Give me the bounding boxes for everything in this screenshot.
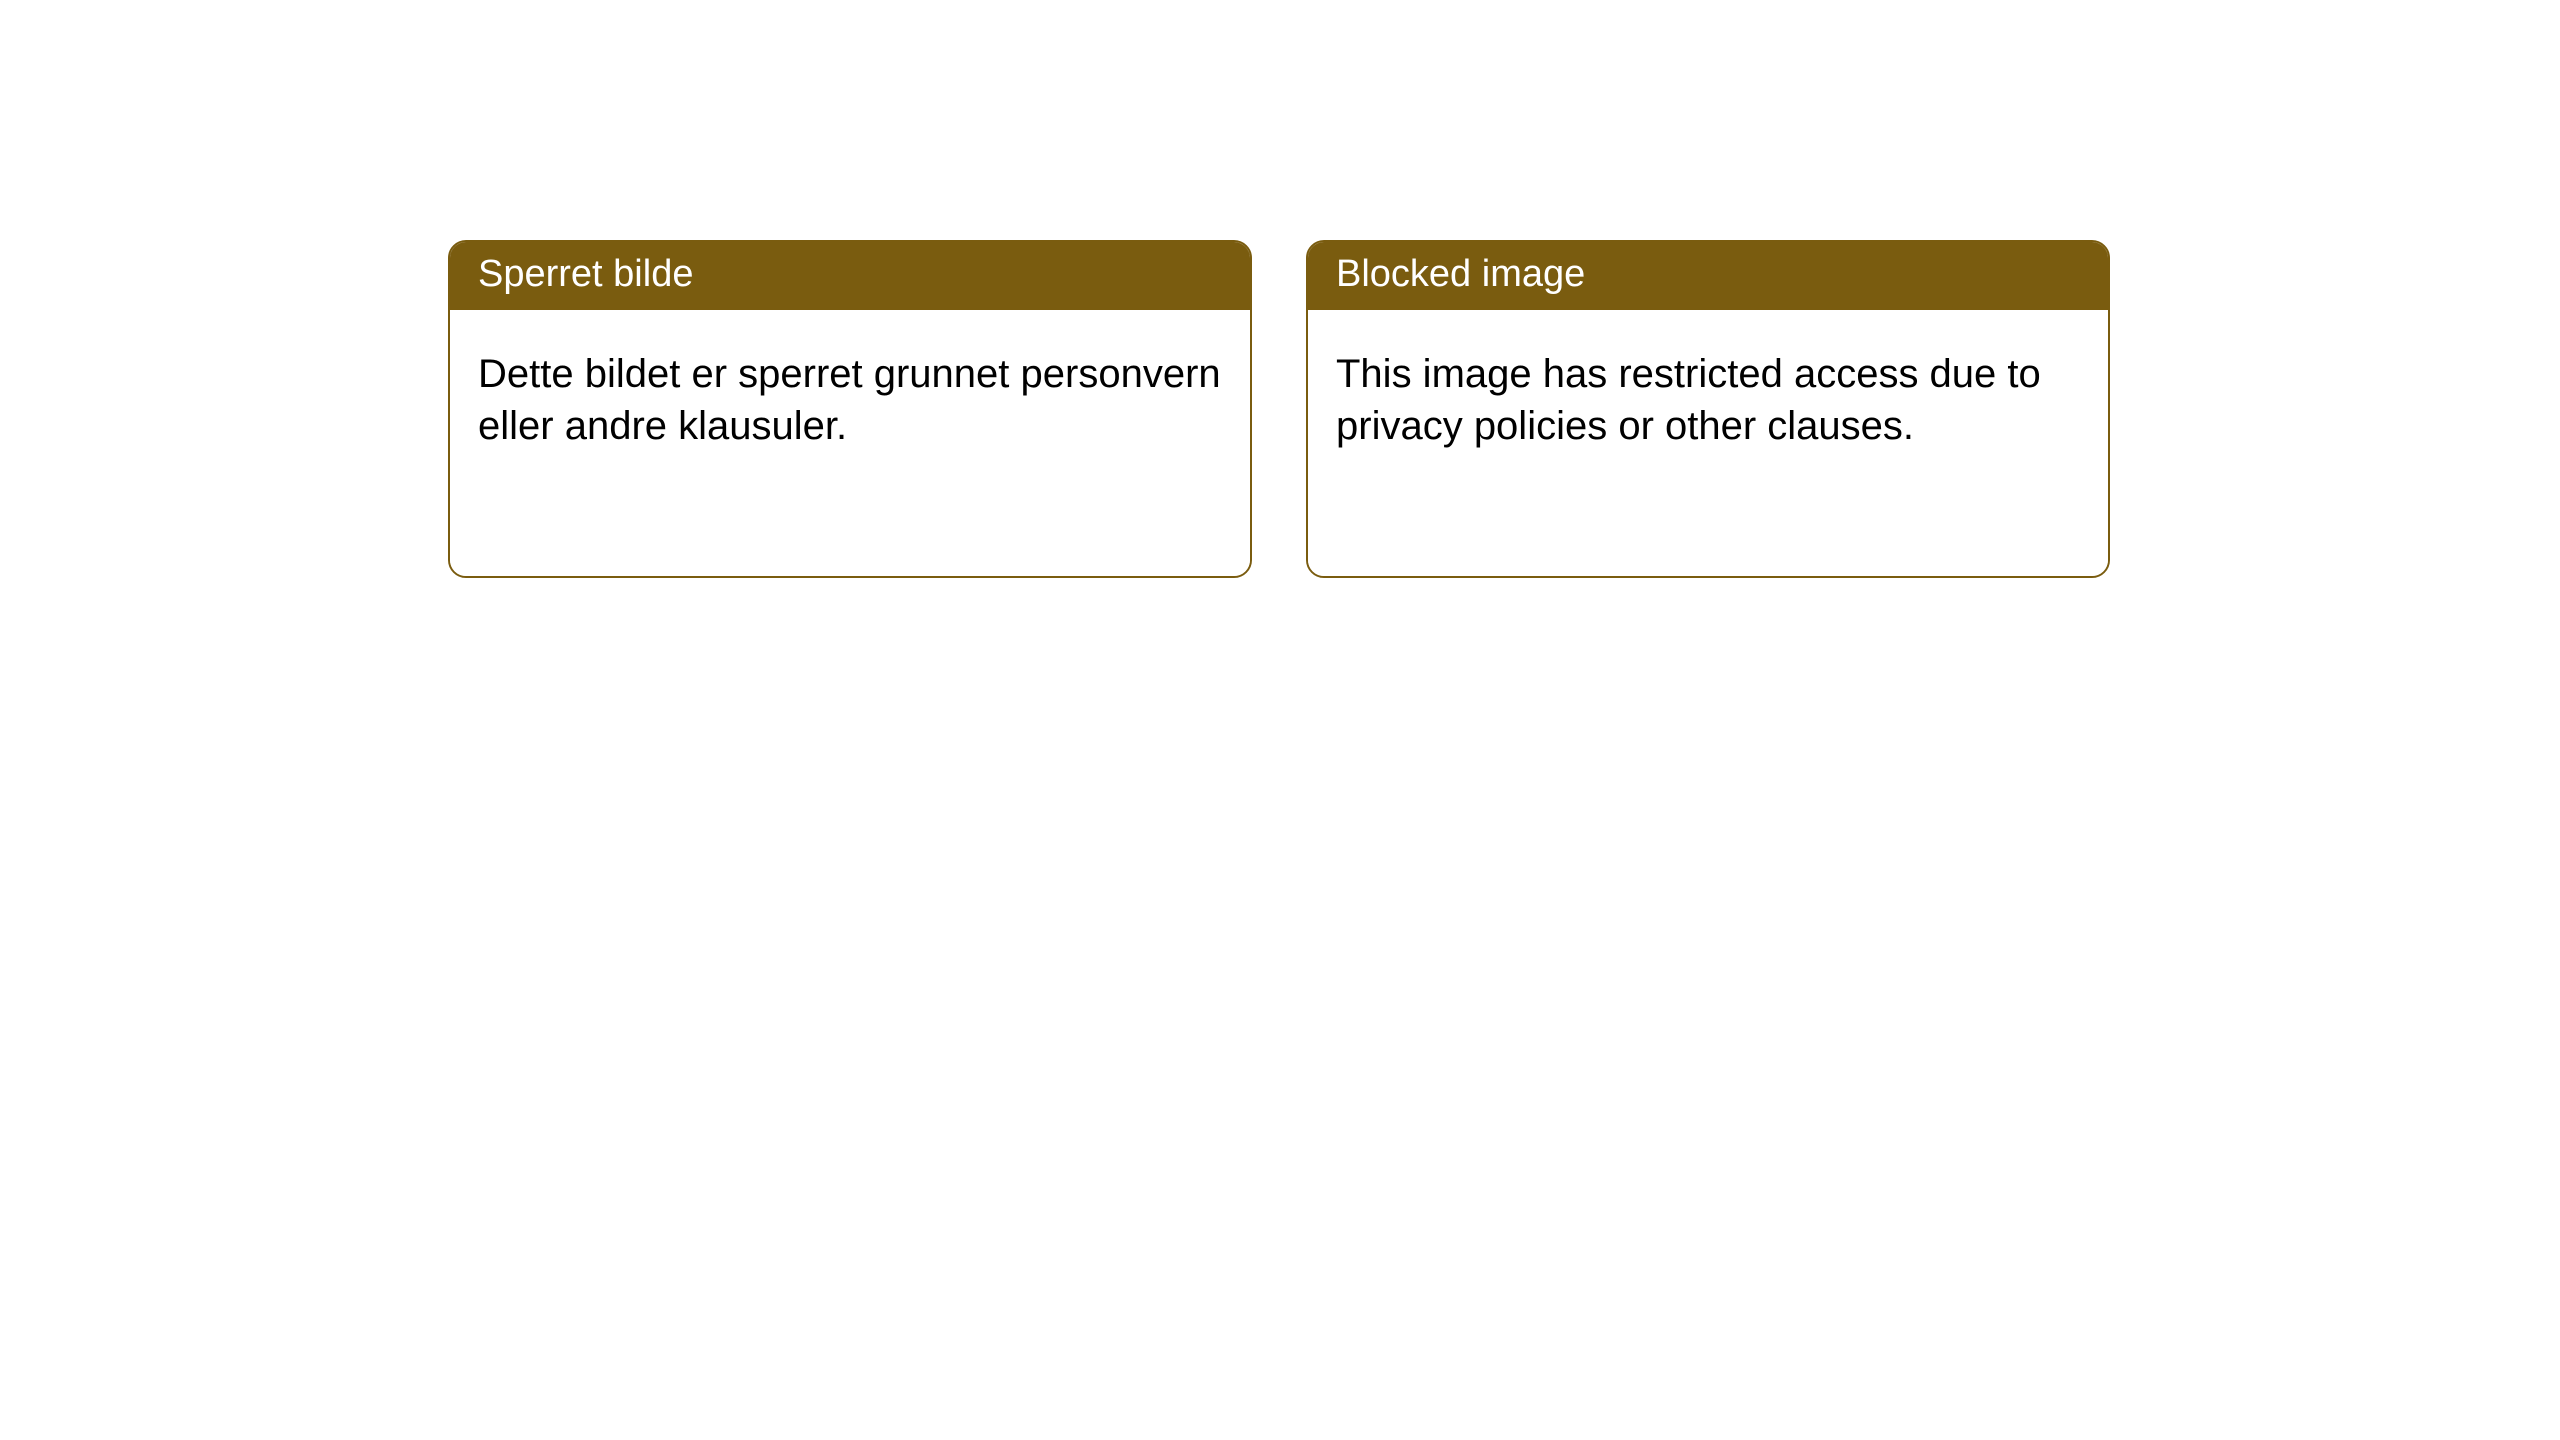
notice-body: Dette bildet er sperret grunnet personve…: [450, 310, 1250, 576]
notice-header: Sperret bilde: [450, 242, 1250, 310]
notice-card-no: Sperret bilde Dette bildet er sperret gr…: [448, 240, 1252, 578]
notice-header: Blocked image: [1308, 242, 2108, 310]
notice-container: Sperret bilde Dette bildet er sperret gr…: [0, 0, 2560, 578]
notice-card-en: Blocked image This image has restricted …: [1306, 240, 2110, 578]
notice-body: This image has restricted access due to …: [1308, 310, 2108, 576]
